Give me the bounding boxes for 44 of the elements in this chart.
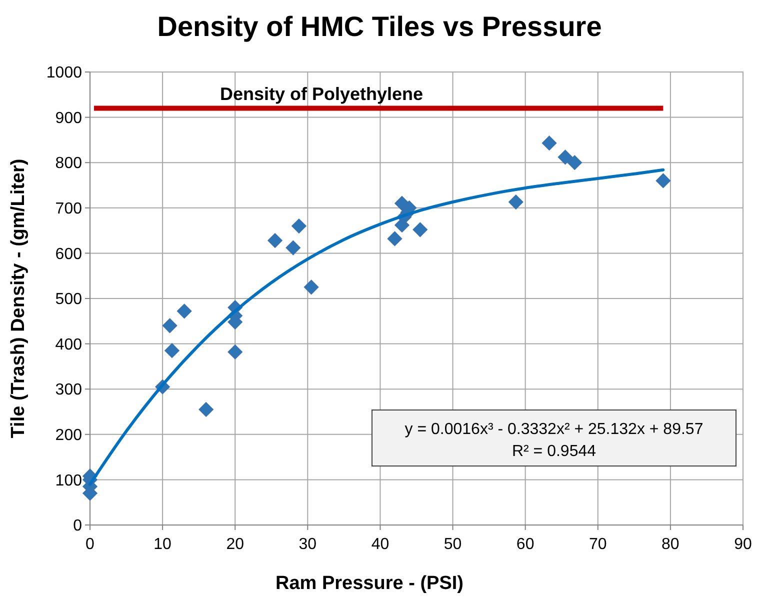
point: [164, 343, 180, 358]
y-axis-title: Tile (Trash) Density - (gm/Liter): [8, 158, 29, 438]
x-tick-label: 80: [662, 536, 680, 553]
point: [286, 240, 301, 256]
y-tick-label: 0: [73, 518, 82, 535]
point: [162, 318, 178, 334]
x-tick-label: 60: [516, 536, 534, 553]
point: [292, 218, 306, 234]
ref-line-label: Density of Polyethylene: [220, 84, 424, 104]
point: [656, 173, 671, 188]
x-tick-label: 20: [226, 536, 244, 553]
x-tick-label: 10: [154, 536, 172, 553]
point: [304, 280, 319, 295]
chart-title: Density of HMC Tiles vs Pressure: [157, 11, 602, 42]
point: [567, 155, 582, 170]
point: [508, 194, 524, 210]
annotation: R² = 0.9544: [512, 443, 596, 460]
x-tick-label: 90: [734, 536, 752, 553]
x-tick-label: 70: [588, 536, 607, 553]
point: [387, 231, 402, 246]
x-tick-label: 30: [298, 536, 317, 553]
point: [176, 304, 192, 319]
y-tick-label: 1000: [46, 64, 82, 82]
y-tick-label: 200: [55, 427, 82, 444]
x-tick-label: 40: [371, 536, 390, 553]
x-axis-title: Ram Pressure - (PSI): [276, 573, 464, 594]
point: [198, 402, 214, 417]
point: [412, 222, 428, 238]
annotation: y = 0.0016x³ - 0.3332x² + 25.132x + 89.57: [404, 421, 704, 438]
y-tick-label: 600: [55, 246, 82, 263]
y-tick-label: 900: [55, 110, 82, 127]
y-tick-label: 700: [55, 200, 82, 218]
y-tick-label: 500: [55, 291, 82, 308]
y-tick-label: 100: [55, 472, 82, 490]
x-tick-label: 50: [444, 536, 462, 553]
point: [268, 233, 282, 248]
point: [228, 344, 243, 360]
point: [542, 136, 557, 151]
y-tick-label: 300: [55, 382, 82, 399]
x-tick-label: 0: [86, 536, 95, 553]
point: [228, 314, 243, 330]
y-tick-label: 800: [55, 155, 82, 172]
y-tick-label: 400: [55, 336, 82, 354]
point: [558, 150, 573, 165]
